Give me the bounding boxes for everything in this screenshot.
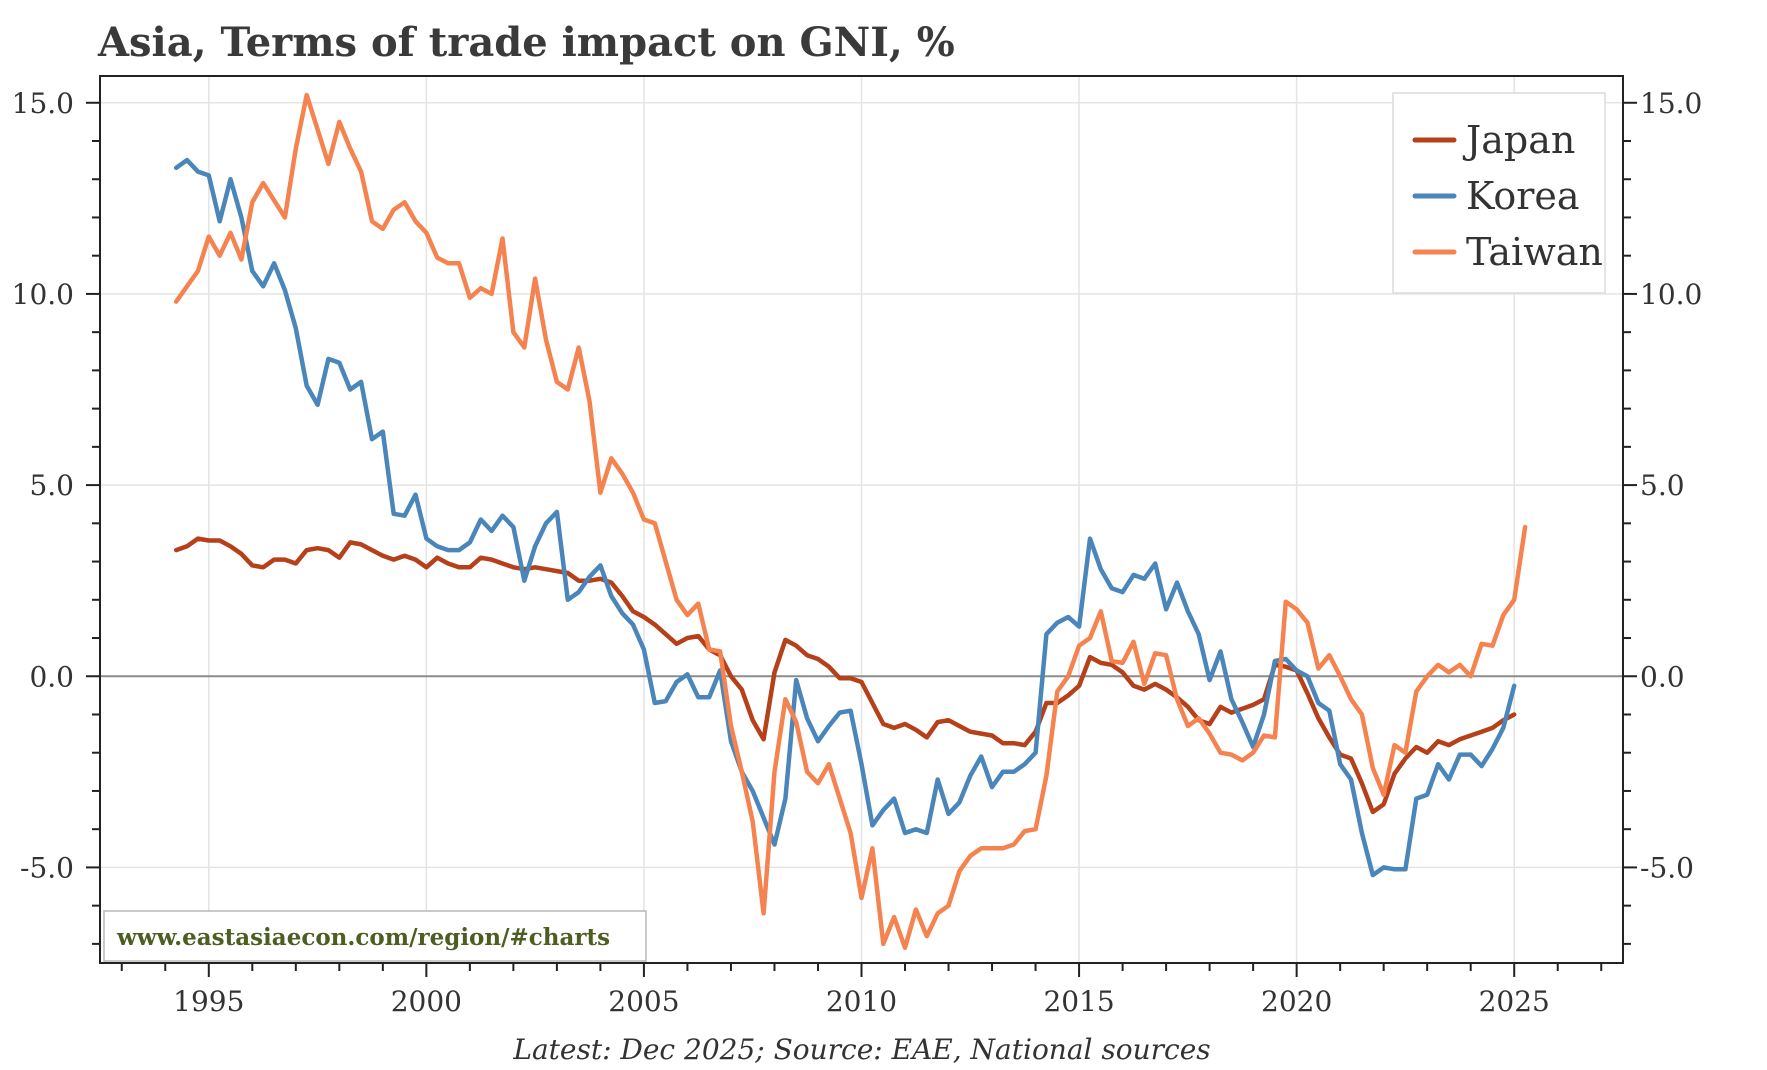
legend-label-korea: Korea bbox=[1466, 174, 1580, 218]
x-tick-label: 2005 bbox=[608, 985, 679, 1018]
y-right-tick-label: -5.0 bbox=[1640, 851, 1694, 884]
watermark-box: www.eastasiaecon.com/region/#charts bbox=[103, 910, 647, 962]
y-right-tick-label: 10.0 bbox=[1640, 278, 1702, 311]
x-tick-label: 2000 bbox=[391, 985, 462, 1018]
series-lines bbox=[173, 92, 1528, 950]
legend-label-taiwan: Taiwan bbox=[1466, 230, 1603, 274]
series-line-korea bbox=[173, 157, 1517, 878]
chart-title: Asia, Terms of trade impact on GNI, % bbox=[97, 19, 955, 66]
series-line-taiwan bbox=[173, 92, 1528, 950]
source-note: Latest: Dec 2025; Source: EAE, National … bbox=[512, 1033, 1210, 1066]
x-tick-label: 2020 bbox=[1261, 985, 1332, 1018]
legend: Japan Korea Taiwan bbox=[1392, 92, 1606, 294]
x-tick-label: 2015 bbox=[1043, 985, 1114, 1018]
series-line-japan bbox=[173, 536, 1517, 815]
y-left-tick-label: 10.0 bbox=[12, 278, 74, 311]
y-right-tick-label: 5.0 bbox=[1640, 469, 1685, 502]
y-right-tick-label: 0.0 bbox=[1640, 660, 1685, 693]
x-tick-label: 1995 bbox=[173, 985, 244, 1018]
legend-box bbox=[1392, 92, 1606, 294]
x-tick-label: 2010 bbox=[826, 985, 897, 1018]
axes: 1995 2000 2005 2010 2015 2020 2025 -5.0 -5.0 0.0 0… bbox=[12, 87, 1703, 1018]
legend-label-japan: Japan bbox=[1462, 118, 1575, 162]
y-left-tick-label: 0.0 bbox=[29, 660, 74, 693]
watermark-frame bbox=[103, 910, 647, 962]
watermark-text: www.eastasiaecon.com/region/#charts bbox=[116, 924, 610, 951]
x-tick-label: 2025 bbox=[1479, 985, 1550, 1018]
y-left-tick-label: 5.0 bbox=[29, 469, 74, 502]
y-left-tick-label: -5.0 bbox=[20, 851, 74, 884]
y-left-tick-label: 15.0 bbox=[12, 87, 74, 120]
y-right-tick-label: 15.0 bbox=[1640, 87, 1702, 120]
